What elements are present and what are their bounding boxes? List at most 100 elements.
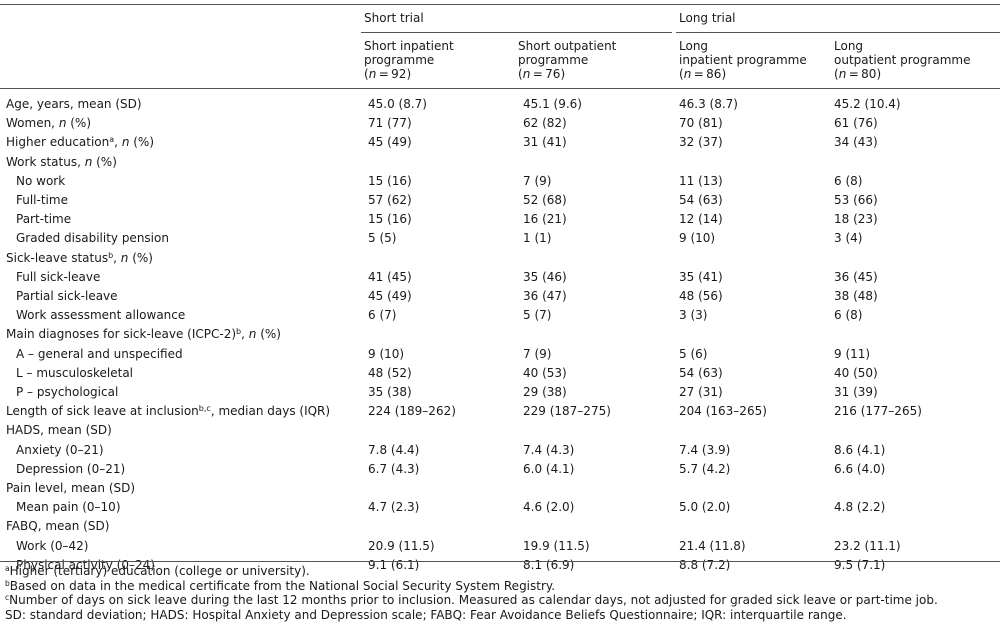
table-row: L – musculoskeletal 48 (52) 40 (53) 54 (63)…: [0, 364, 1000, 383]
row-value: 45 (49): [368, 135, 412, 150]
table-row: Work assessment allowance 6 (7) 5 (7) 3 (3)…: [0, 306, 1000, 325]
table-row: Anxiety (0–21) 7.8 (4.4) 7.4 (4.3) 7.4 (3.9…: [0, 441, 1000, 460]
row-value: 5 (6): [679, 346, 708, 361]
row-value: 61 (76): [834, 116, 878, 131]
row-label: A – general and unspecified: [16, 346, 183, 361]
row-value: 9.5 (7.1): [834, 557, 886, 572]
row-value: 12 (14): [679, 212, 723, 227]
row-value: 216 (177–265): [834, 404, 922, 419]
row-value: 35 (38): [368, 385, 412, 399]
row-value: 15 (16): [368, 212, 412, 227]
row-value: 35 (41): [679, 269, 723, 284]
row-value: 224 (189–262): [368, 404, 456, 419]
row-value: 57 (62): [368, 193, 412, 207]
row-value: 45 (49): [368, 289, 412, 303]
table-row: Work status, n (%): [0, 153, 1000, 172]
row-value: 20.9 (11.5): [368, 538, 435, 553]
row-value: 6.6 (4.0): [834, 461, 886, 476]
row-value: 40 (50): [834, 365, 878, 380]
row-value: 4.7 (2.3): [368, 500, 420, 515]
row-value: 7.4 (3.9): [679, 442, 731, 457]
row-value: 29 (38): [523, 385, 567, 399]
row-value: 21.4 (11.8): [679, 538, 746, 553]
row-value: 36 (47): [523, 289, 567, 303]
row-value: 5.0 (2.0): [679, 500, 731, 515]
row-value: 19.9 (11.5): [523, 538, 590, 553]
row-value: 71 (77): [368, 116, 412, 131]
row-value: 5 (5): [368, 231, 397, 246]
row-value: 1 (1): [523, 231, 552, 246]
footnote: aHigher (tertiary) education (college or…: [5, 564, 310, 578]
row-label: No work: [16, 173, 66, 188]
table-row: Age, years, mean (SD) 45.0 (8.7) 45.1 (9.6…: [0, 95, 1000, 114]
row-value: 45.0 (8.7): [368, 97, 427, 111]
row-value: 48 (56): [679, 289, 723, 303]
footnote: SD: standard deviation; HADS: Hospital A…: [5, 607, 847, 622]
row-value: 35 (46): [523, 269, 567, 284]
row-value: 45.1 (9.6): [523, 97, 582, 111]
row-value: 41 (45): [368, 269, 412, 284]
footnote: cNumber of days on sick leave during the…: [5, 593, 938, 608]
row-label: L – musculoskeletal: [16, 365, 134, 380]
table-row: Higher educationa, n (%) 45 (49) 31 (41) 32…: [0, 133, 1000, 152]
table-row: Partial sick-leave 45 (49) 36 (47) 48 (56) 3…: [0, 287, 1000, 306]
table-row: Pain level, mean (SD): [0, 479, 1000, 498]
row-label: Full sick-leave: [16, 269, 101, 284]
row-label: Partial sick-leave: [16, 289, 118, 303]
table-row: Women, n (%) 71 (77) 62 (82) 70 (81) 61 (76): [0, 114, 1000, 133]
group-header-long: Long trial: [679, 11, 736, 25]
row-value: 9 (11): [834, 346, 871, 361]
row-value: 52 (68): [523, 193, 567, 207]
row-value: 27 (31): [679, 385, 723, 399]
row-value: 9 (10): [368, 346, 405, 361]
table-row: P – psychological 35 (38) 29 (38) 27 (31) 31…: [0, 383, 1000, 402]
row-value: 70 (81): [679, 116, 723, 131]
table-row: Length of sick leave at inclusionb,c, me…: [0, 402, 1000, 421]
row-label: Women, n (%): [6, 116, 92, 131]
row-value: 34 (43): [834, 135, 878, 150]
row-value: 204 (163–265): [679, 404, 767, 419]
row-label: Work (0–42): [16, 538, 89, 553]
row-value: 54 (63): [679, 193, 723, 207]
table-top-rule: [0, 4, 1000, 5]
row-label: Depression (0–21): [16, 461, 126, 476]
table-row: Full sick-leave 41 (45) 35 (46) 35 (41) 36 (…: [0, 268, 1000, 287]
column-header-long-outpatient: Long outpatient programme (n = 80): [834, 39, 971, 81]
table-row: Sick-leave statusb, n (%): [0, 249, 1000, 268]
row-value: 5.7 (4.2): [679, 461, 731, 476]
row-value: 7.4 (4.3): [523, 442, 575, 457]
row-value: 8.8 (7.2): [679, 557, 731, 572]
footnote: bBased on data in the medical certificat…: [5, 578, 556, 593]
row-value: 5 (7): [523, 308, 552, 323]
row-value: 15 (16): [368, 173, 412, 188]
row-value: 53 (66): [834, 193, 878, 207]
row-value: 46.3 (8.7): [679, 97, 738, 111]
table-row: Part-time 15 (16) 16 (21) 12 (14) 18 (23): [0, 210, 1000, 229]
row-value: 48 (52): [368, 365, 412, 380]
row-value: 6 (8): [834, 308, 863, 323]
row-label: Anxiety (0–21): [16, 442, 104, 457]
table-row: A – general and unspecified 9 (10) 7 (9) 5 …: [0, 345, 1000, 364]
row-value: 31 (41): [523, 135, 567, 150]
row-label: Main diagnoses for sick-leave (ICPC-2)b,…: [6, 327, 281, 342]
header-bottom-rule: [0, 88, 1000, 89]
row-value: 6 (7): [368, 308, 397, 323]
row-value: 54 (63): [679, 365, 723, 380]
table-row: Full-time 57 (62) 52 (68) 54 (63) 53 (66): [0, 191, 1000, 210]
row-value: 6.7 (4.3): [368, 461, 420, 476]
row-value: 6 (8): [834, 173, 863, 188]
row-value: 9.1 (6.1): [368, 557, 420, 572]
row-label: HADS, mean (SD): [6, 423, 112, 438]
row-label: Part-time: [16, 212, 72, 227]
table-row: Work (0–42) 20.9 (11.5) 19.9 (11.5) 21.4 (1…: [0, 537, 1000, 556]
column-header-long-inpatient: Long inpatient programme (n = 86): [679, 39, 807, 81]
table-row: Mean pain (0–10) 4.7 (2.3) 4.6 (2.0) 5.0 (2…: [0, 498, 1000, 517]
row-label: Age, years, mean (SD): [6, 97, 142, 111]
row-label: Work assessment allowance: [16, 308, 186, 323]
row-value: 18 (23): [834, 212, 878, 227]
table-row: Main diagnoses for sick-leave (ICPC-2)b,…: [0, 325, 1000, 344]
row-value: 4.6 (2.0): [523, 500, 575, 515]
row-value: 7 (9): [523, 346, 552, 361]
row-value: 36 (45): [834, 269, 878, 284]
row-value: 7.8 (4.4): [368, 442, 420, 457]
